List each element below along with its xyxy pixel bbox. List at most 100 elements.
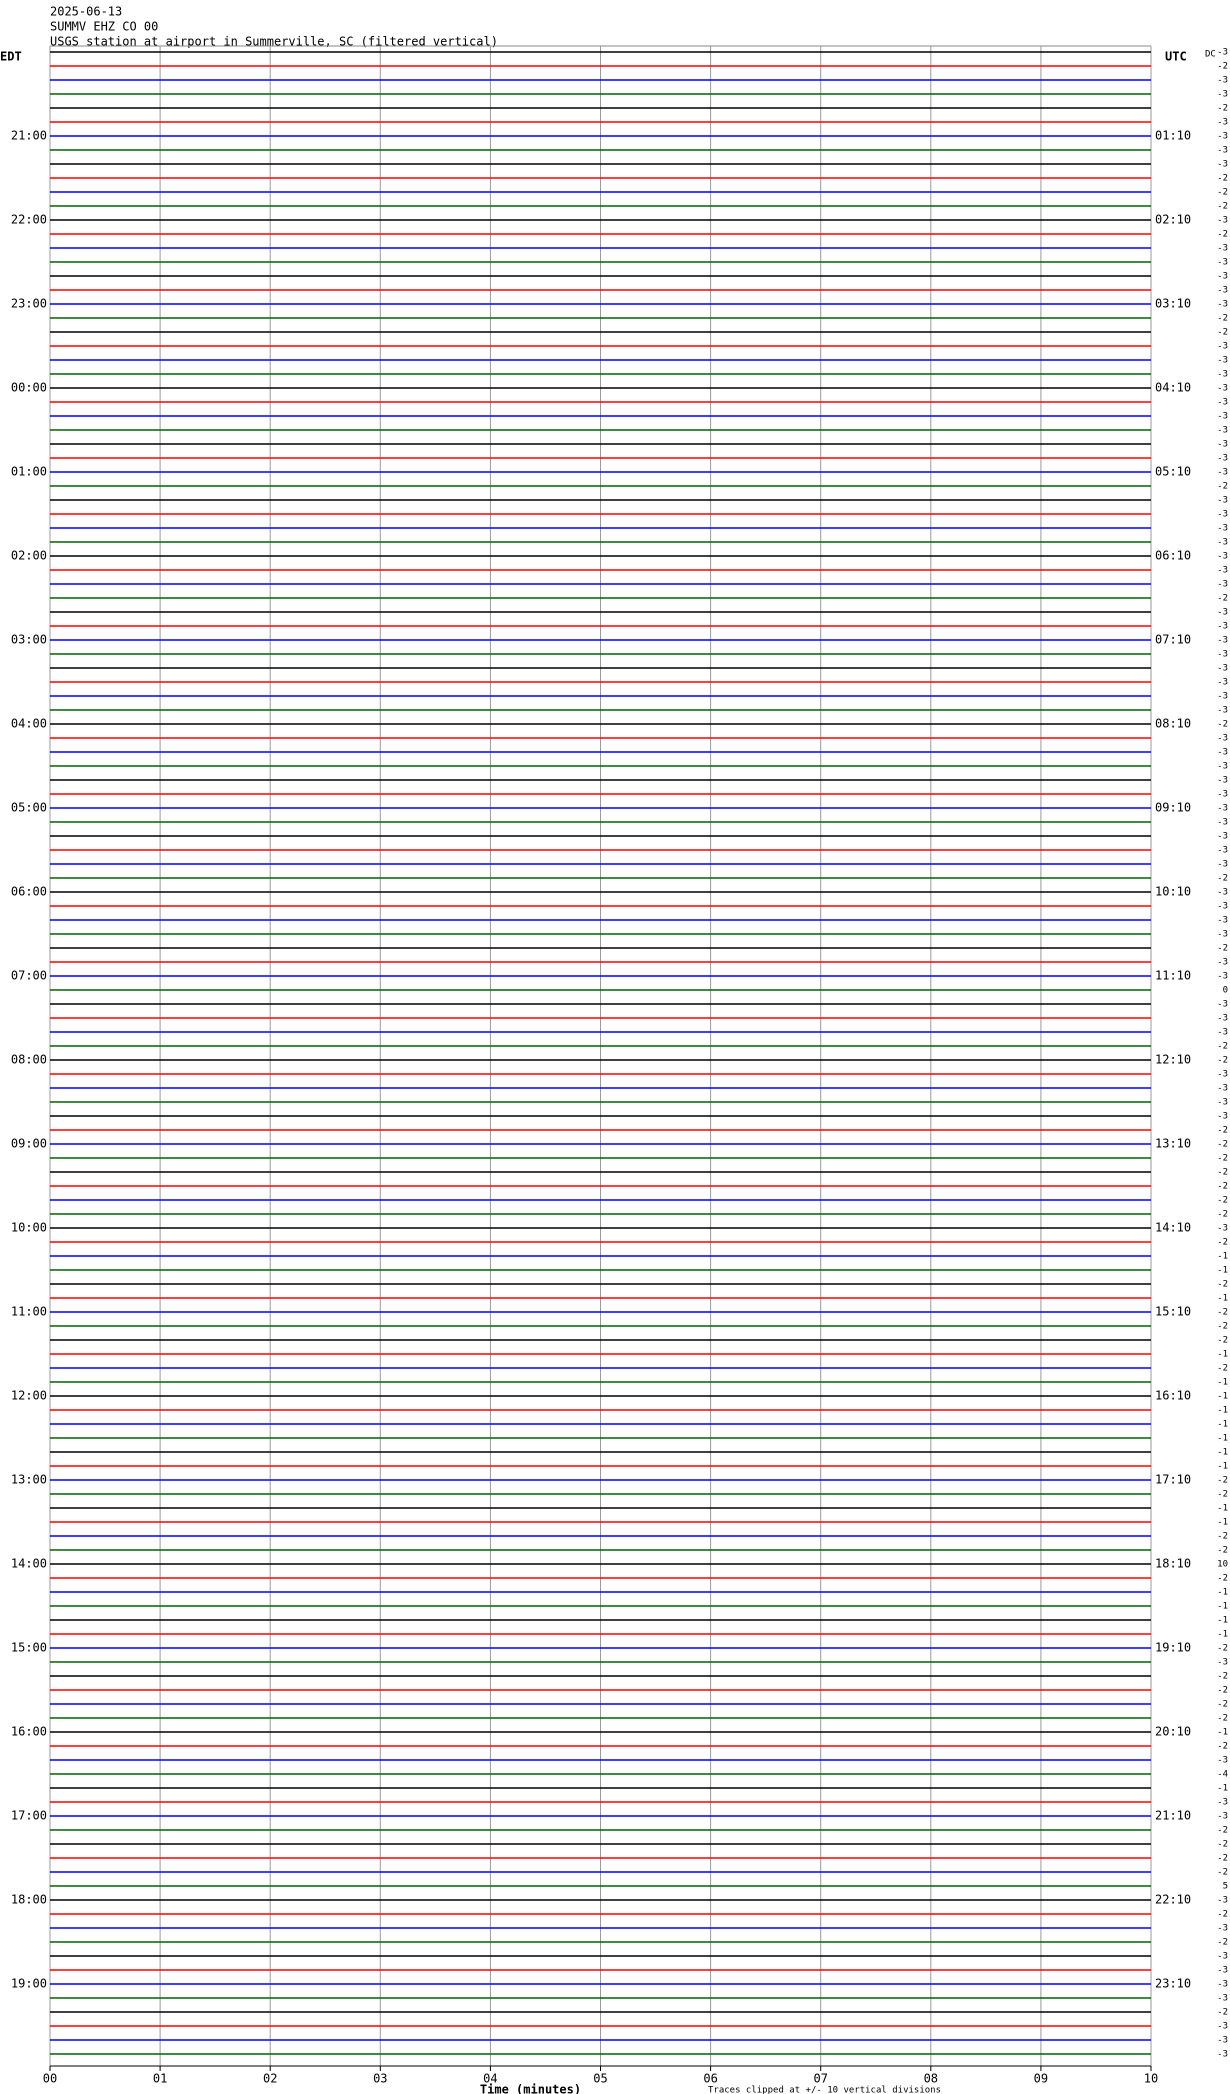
dc-offset: -1 xyxy=(1217,1378,1228,1388)
dc-offset: -2 xyxy=(1217,1910,1228,1920)
dc-offset: -1 xyxy=(1217,1630,1228,1640)
edt-label: 16:00 xyxy=(11,1725,47,1739)
dc-offset: -3 xyxy=(1217,1084,1228,1094)
right-header: UTC xyxy=(1165,50,1187,64)
edt-label: 14:00 xyxy=(11,1557,47,1571)
dc-offset: -3 xyxy=(1217,356,1228,366)
dc-offset: -3 xyxy=(1217,1658,1228,1668)
dc-offset: -2 xyxy=(1217,1168,1228,1178)
dc-offset: -2 xyxy=(1217,1672,1228,1682)
dc-offset: -2 xyxy=(1217,1574,1228,1584)
dc-offset: -3 xyxy=(1217,832,1228,842)
utc-label: 15:10 xyxy=(1155,1305,1191,1319)
dc-offset: -3 xyxy=(1217,90,1228,100)
dc-offset: 5 xyxy=(1223,1882,1228,1892)
dc-offset: -1 xyxy=(1217,1406,1228,1416)
dc-offset: -3 xyxy=(1217,1952,1228,1962)
edt-label: 11:00 xyxy=(11,1305,47,1319)
edt-label: 23:00 xyxy=(11,297,47,311)
dc-offset: -2 xyxy=(1217,1742,1228,1752)
dc-offset: -1 xyxy=(1217,1588,1228,1598)
dc-offset: -3 xyxy=(1217,1070,1228,1080)
dc-offset: -2 xyxy=(1217,1126,1228,1136)
x-tick-label: 07 xyxy=(813,2072,827,2086)
dc-offset: -3 xyxy=(1217,580,1228,590)
edt-label: 22:00 xyxy=(11,213,47,227)
dc-offset: -3 xyxy=(1217,552,1228,562)
dc-offset: -3 xyxy=(1217,1112,1228,1122)
utc-label: 11:10 xyxy=(1155,969,1191,983)
dc-offset: -3 xyxy=(1217,916,1228,926)
dc-offset: -2 xyxy=(1217,1238,1228,1248)
dc-offset: -3 xyxy=(1217,1028,1228,1038)
dc-offset: -3 xyxy=(1217,160,1228,170)
utc-label: 09:10 xyxy=(1155,801,1191,815)
dc-offset: -2 xyxy=(1217,2008,1228,2018)
utc-label: 01:10 xyxy=(1155,129,1191,143)
dc-offset: -2 xyxy=(1217,1056,1228,1066)
dc-offset: -3 xyxy=(1217,804,1228,814)
dc-offset: -3 xyxy=(1217,1224,1228,1234)
edt-label: 08:00 xyxy=(11,1053,47,1067)
dc-offset: -3 xyxy=(1217,608,1228,618)
utc-label: 06:10 xyxy=(1155,549,1191,563)
dc-offset: -3 xyxy=(1217,412,1228,422)
dc-offset: -3 xyxy=(1217,48,1228,58)
dc-offset: -1 xyxy=(1217,1350,1228,1360)
dc-offset: -3 xyxy=(1217,510,1228,520)
dc-offset: -3 xyxy=(1217,300,1228,310)
dc-offset: -3 xyxy=(1217,524,1228,534)
dc-offset: -3 xyxy=(1217,2036,1228,2046)
utc-label: 19:10 xyxy=(1155,1641,1191,1655)
dc-offset: -3 xyxy=(1217,1014,1228,1024)
dc-offset: 10 xyxy=(1217,1560,1228,1570)
dc-offset: -2 xyxy=(1217,1854,1228,1864)
dc-offset: -1 xyxy=(1217,1784,1228,1794)
dc-offset: -3 xyxy=(1217,706,1228,716)
dc-offset: -3 xyxy=(1217,692,1228,702)
edt-label: 09:00 xyxy=(11,1137,47,1151)
dc-offset: 0 xyxy=(1223,986,1228,996)
dc-offset: -2 xyxy=(1217,1826,1228,1836)
utc-label: 05:10 xyxy=(1155,465,1191,479)
dc-offset: -2 xyxy=(1217,1364,1228,1374)
edt-label: 10:00 xyxy=(11,1221,47,1235)
utc-label: 12:10 xyxy=(1155,1053,1191,1067)
dc-offset: -3 xyxy=(1217,1798,1228,1808)
utc-label: 02:10 xyxy=(1155,213,1191,227)
dc-offset: -3 xyxy=(1217,2022,1228,2032)
dc-offset: -2 xyxy=(1217,482,1228,492)
dc-offset: -1 xyxy=(1217,1434,1228,1444)
dc-offset: -2 xyxy=(1217,1336,1228,1346)
edt-label: 15:00 xyxy=(11,1641,47,1655)
dc-offset: -2 xyxy=(1217,1868,1228,1878)
dc-offset: -3 xyxy=(1217,762,1228,772)
edt-label: 13:00 xyxy=(11,1473,47,1487)
dc-offset: -3 xyxy=(1217,468,1228,478)
edt-label: 02:00 xyxy=(11,549,47,563)
dc-offset: -1 xyxy=(1217,1266,1228,1276)
dc-offset: -2 xyxy=(1217,874,1228,884)
dc-offset: -2 xyxy=(1217,1714,1228,1724)
utc-label: 03:10 xyxy=(1155,297,1191,311)
dc-offset: -2 xyxy=(1217,328,1228,338)
dc-offset: -3 xyxy=(1217,846,1228,856)
x-tick-label: 04 xyxy=(483,2072,497,2086)
utc-label: 17:10 xyxy=(1155,1473,1191,1487)
edt-label: 17:00 xyxy=(11,1809,47,1823)
dc-offset: -3 xyxy=(1217,342,1228,352)
dc-offset: -1 xyxy=(1217,1294,1228,1304)
dc-offset: -1 xyxy=(1217,1392,1228,1402)
dc-offset: -2 xyxy=(1217,202,1228,212)
dc-offset: -3 xyxy=(1217,748,1228,758)
dc-offset: -2 xyxy=(1217,720,1228,730)
dc-offset: -3 xyxy=(1217,818,1228,828)
dc-offset: -2 xyxy=(1217,1546,1228,1556)
dc-offset: -3 xyxy=(1217,440,1228,450)
dc-offset: -3 xyxy=(1217,664,1228,674)
x-tick-label: 00 xyxy=(43,2072,57,2086)
dc-offset: -3 xyxy=(1217,1098,1228,1108)
dc-offset: -2 xyxy=(1217,1196,1228,1206)
utc-label: 21:10 xyxy=(1155,1809,1191,1823)
dc-offset: -4 xyxy=(1217,1770,1228,1780)
